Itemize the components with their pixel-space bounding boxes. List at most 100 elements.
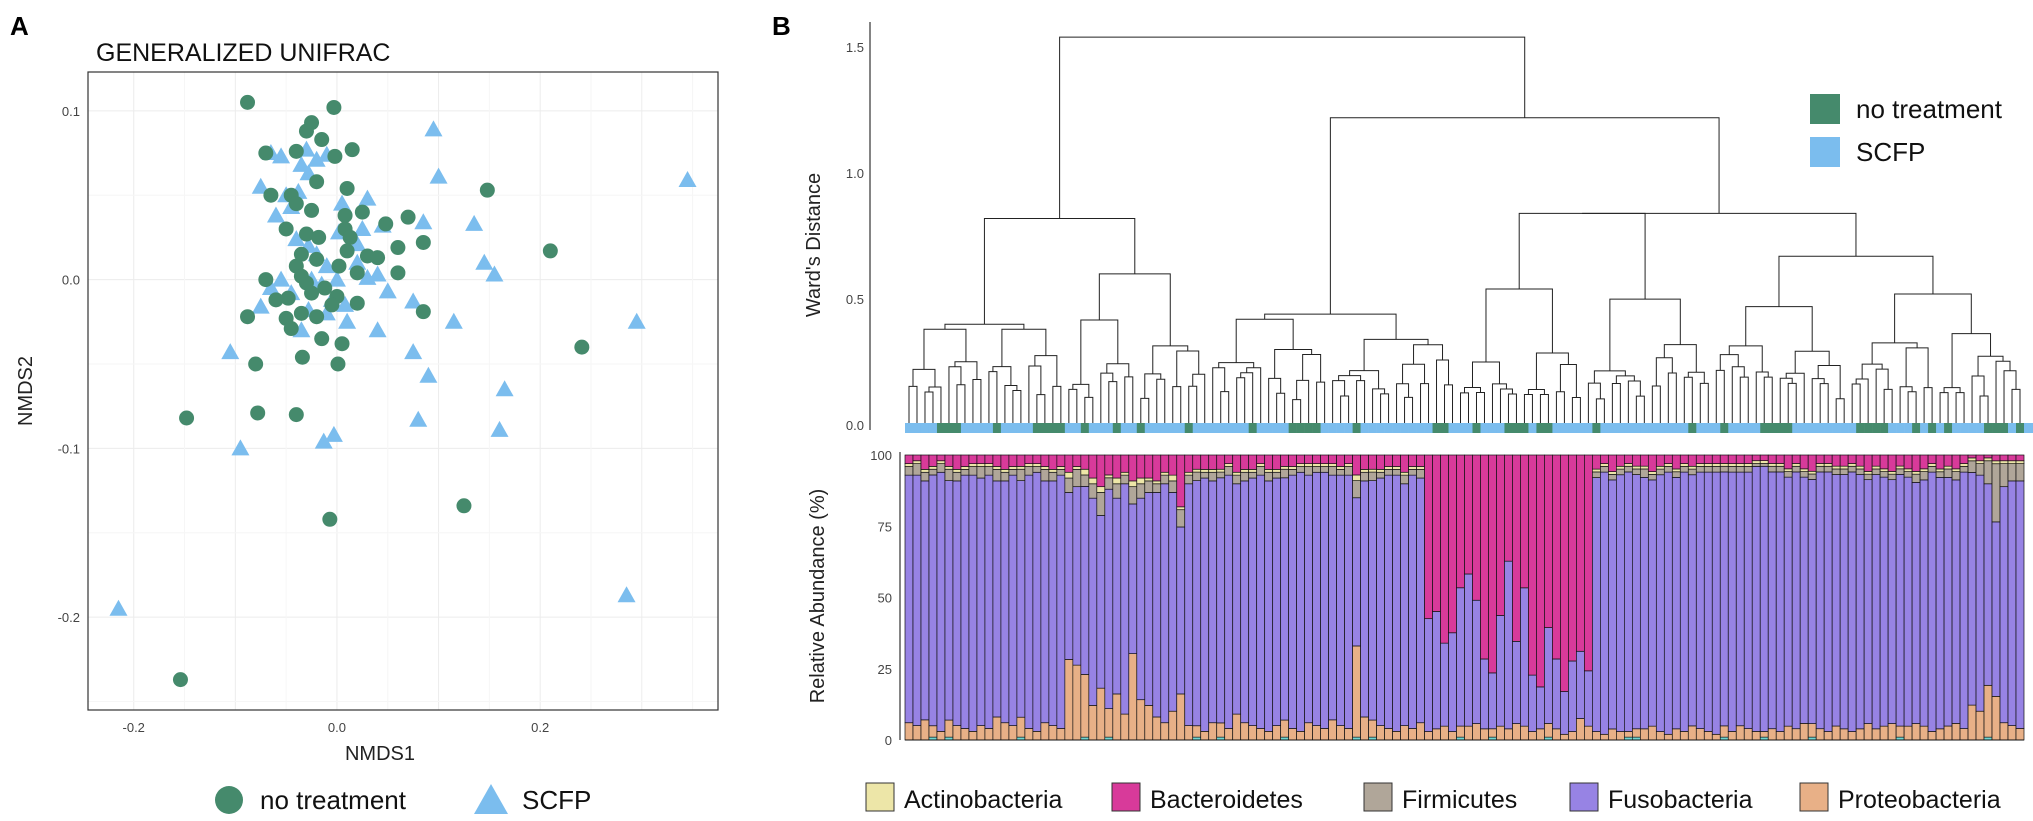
group-strip-cell	[912, 423, 922, 433]
abundance-segment-proteobacteria	[1200, 731, 1210, 741]
scatter-point-scfp	[348, 253, 367, 270]
abundance-bar	[1919, 454, 1929, 741]
dendrogram-branch	[2011, 388, 2021, 425]
group-strip-cell	[1336, 423, 1345, 433]
abundance-bar	[912, 454, 922, 741]
scatter-point-scfp	[429, 167, 448, 184]
abundance-segment-bacteroidetes	[1624, 454, 1633, 464]
scatter-point-scfp	[336, 295, 355, 312]
abundance-segment-proteobacteria	[1943, 725, 1953, 741]
dendrogram-branch	[1172, 386, 1182, 425]
abundance-segment-proteobacteria	[1464, 725, 1473, 741]
abundance-bar	[1200, 454, 1210, 741]
abundance-segment-fusobacteria	[1384, 474, 1393, 729]
scatter-point-no-treatment	[326, 99, 342, 115]
group-strip-cell	[1280, 423, 1289, 433]
scatter-point-scfp	[627, 312, 646, 329]
abundance-segment-bacteroidetes	[984, 454, 994, 464]
group-strip-cell	[1056, 423, 1066, 433]
abundance-bar	[976, 454, 986, 741]
abundance-segment-fusobacteria	[1320, 471, 1329, 729]
abundance-segment-bacteroidetes	[1104, 454, 1114, 476]
group-strip-cell	[1480, 423, 1489, 433]
abundance-segment-bacteroidetes	[1504, 454, 1513, 562]
dendrogram-branch	[1276, 392, 1286, 425]
scatter-point-scfp	[465, 214, 484, 231]
abundance-bar	[1719, 454, 1729, 741]
abundance-segment-proteobacteria	[1024, 728, 1034, 741]
abundance-segment-firmicutes	[1783, 471, 1793, 478]
abundance-segment-bacteroidetes	[1160, 454, 1170, 473]
abundance-segment-proteobacteria	[1192, 725, 1202, 738]
abundance-segment-proteobacteria	[960, 728, 970, 741]
abundance-segment-proteobacteria	[1184, 725, 1194, 741]
abundance-segment-proteobacteria	[1608, 728, 1617, 741]
abundance-segment-fusobacteria	[1687, 474, 1697, 727]
group-strip-cell	[1264, 423, 1273, 433]
group-strip-cell	[1592, 423, 1601, 433]
abundance-segment-actinobacteria	[1616, 465, 1625, 470]
abundance-bar	[1911, 454, 1921, 741]
abundance-segment-actinobacteria	[1144, 477, 1154, 482]
dendrogram-branch	[956, 384, 966, 425]
scatter-point-no-treatment	[327, 148, 343, 164]
scatter-point-no-treatment	[349, 295, 365, 311]
scatter-y-axis-label: NMDS2	[15, 356, 37, 426]
dendrogram-branch	[1739, 376, 1749, 425]
group-strip-cell	[1896, 423, 1905, 433]
abundance-bar	[1616, 454, 1625, 741]
scatter-point-scfp	[353, 219, 372, 236]
abundance-segment-bacteroidetes	[1456, 454, 1465, 589]
legend-b-scfp-swatch	[1810, 137, 1840, 167]
dendrogram-branch	[1302, 354, 1322, 383]
abundance-bar	[1424, 454, 1433, 741]
dendrogram-branch	[1609, 298, 1681, 371]
dendrogram-y-tick-label: 1.0	[846, 166, 864, 181]
scatter-point-no-treatment	[331, 258, 347, 274]
abundance-segment-firmicutes	[1232, 474, 1242, 485]
abundance-segment-bacteroidetes	[1991, 454, 2001, 462]
dendrogram-branch	[1292, 399, 1302, 425]
abundance-segment-firmicutes	[1903, 471, 1913, 478]
group-strip-cell	[1536, 423, 1545, 433]
abundance-segment-proteobacteria	[1743, 728, 1753, 741]
group-strip-cell	[1560, 423, 1569, 433]
abundance-segment-actinobacteria	[1935, 468, 1945, 473]
scatter-tick-labels: -0.2 0.0 0.2 -0.2 -0.1 0.0 0.1	[58, 104, 550, 735]
scatter-point-scfp	[314, 432, 333, 449]
abundance-segment-firmicutes	[1048, 471, 1058, 482]
abundance-segment-firmicutes	[1392, 469, 1401, 476]
scatter-y-tick-label: 0.1	[62, 104, 80, 119]
abundance-segment-firmicutes	[1616, 468, 1625, 476]
scatter-point-no-treatment	[342, 229, 358, 245]
group-strip-cell	[1240, 423, 1249, 433]
abundance-segment-firmicutes	[1280, 468, 1290, 479]
abundance-segment-actinobacteria	[976, 463, 986, 467]
abundance-segment-bacteroidetes	[1312, 454, 1321, 464]
abundance-segment-bacteroidetes	[1783, 454, 1793, 470]
abundance-segment-fusobacteria	[1208, 480, 1218, 724]
dendrogram-branch	[1363, 338, 1429, 371]
group-strip-cell	[1184, 423, 1194, 433]
abundance-segment-firmicutes	[1320, 466, 1329, 473]
abundance-segment-fusobacteria	[1751, 466, 1761, 732]
abundance-segment-actinobacteria	[1104, 474, 1114, 479]
dendrogram-branch	[1316, 381, 1326, 425]
abundance-segment-actinobacteria	[1711, 463, 1721, 467]
abundance-bar	[992, 454, 1002, 741]
abundance-segment-proteobacteria	[1759, 731, 1769, 738]
abundance-segment-bacteroidetes	[1272, 454, 1282, 470]
abundance-segment-fusobacteria	[1272, 477, 1282, 726]
abundance-segment-bacteroidetes	[1655, 454, 1665, 467]
abundance-bar	[1927, 454, 1937, 741]
abundance-segment-fusobacteria	[1280, 477, 1290, 721]
abundance-segment-actinobacteria	[1895, 465, 1905, 470]
abundance-segment-fusobacteria	[1911, 482, 1921, 724]
scatter-point-scfp	[358, 189, 377, 206]
abundance-segment-actinobacteria	[1751, 460, 1761, 464]
group-strip-cell	[1416, 423, 1425, 433]
group-strip-cell	[1936, 423, 1945, 433]
dendrogram-branch	[1745, 306, 1813, 352]
group-strip-cell	[952, 423, 962, 433]
abundance-segment-bacteroidetes	[1040, 454, 1050, 467]
